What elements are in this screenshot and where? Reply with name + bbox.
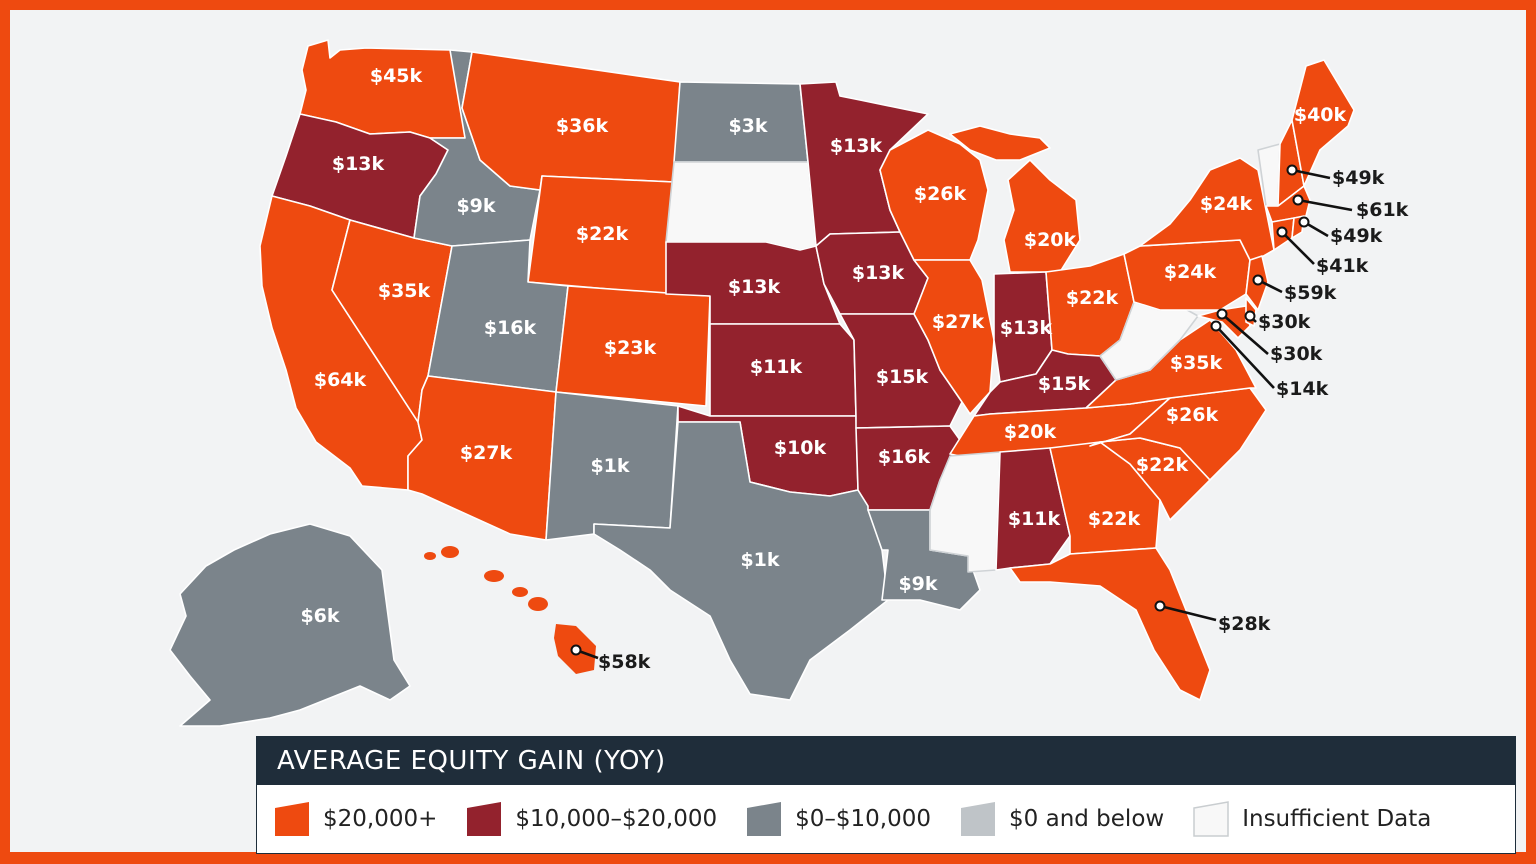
svg-text:$49k: $49k bbox=[1330, 225, 1383, 247]
state-nc[interactable] bbox=[1089, 387, 1267, 481]
legend-item-0-below: $0 and below bbox=[957, 800, 1164, 838]
label-wy: $22k bbox=[576, 223, 629, 245]
label-az: $27k bbox=[460, 442, 513, 464]
label-ak: $6k bbox=[300, 605, 339, 627]
state-co[interactable] bbox=[555, 285, 711, 407]
legend-items: $20,000+ $10,000–$20,000 $0–$10,000 $0 a… bbox=[257, 785, 1515, 853]
label-pa: $24k bbox=[1164, 261, 1217, 283]
label-tx: $1k bbox=[740, 549, 779, 571]
swatch-10k-20k bbox=[467, 802, 502, 836]
label-wa: $45k bbox=[370, 65, 423, 87]
label-nm: $1k bbox=[590, 455, 629, 477]
label-sc: $22k bbox=[1136, 454, 1189, 476]
callout-ma: $61k bbox=[1292, 194, 1409, 221]
label-oh: $22k bbox=[1066, 287, 1119, 309]
callout-ct: $41k bbox=[1276, 226, 1369, 277]
state-wi[interactable] bbox=[879, 129, 989, 261]
label-mn: $13k bbox=[830, 135, 883, 157]
state-sd[interactable] bbox=[665, 161, 817, 251]
legend: AVERAGE EQUITY GAIN (YOY) $20,000+ $10,0… bbox=[256, 736, 1516, 854]
label-ia: $13k bbox=[852, 262, 905, 284]
label-tn: $20k bbox=[1004, 421, 1057, 443]
label-ok: $10k bbox=[774, 437, 827, 459]
callout-hi: $58k bbox=[570, 644, 651, 673]
label-nc: $26k bbox=[1166, 404, 1219, 426]
label-ca: $64k bbox=[314, 369, 367, 391]
legend-item-insufficient: Insufficient Data bbox=[1190, 800, 1431, 838]
svg-text:$58k: $58k bbox=[598, 651, 651, 673]
svg-text:$59k: $59k bbox=[1284, 282, 1337, 304]
svg-text:$14k: $14k bbox=[1276, 378, 1329, 400]
state-mi-upper[interactable] bbox=[949, 125, 1051, 161]
label-mo: $15k bbox=[876, 366, 929, 388]
callout-dc: $14k bbox=[1210, 320, 1329, 400]
label-ny: $24k bbox=[1200, 193, 1253, 215]
label-nd: $3k bbox=[728, 115, 767, 137]
swatch-20k-plus bbox=[275, 802, 309, 836]
label-or: $13k bbox=[332, 153, 385, 175]
legend-item-0-10k: $0–$10,000 bbox=[743, 800, 931, 838]
label-ky: $15k bbox=[1038, 373, 1091, 395]
svg-text:$41k: $41k bbox=[1316, 255, 1369, 277]
svg-text:$28k: $28k bbox=[1218, 613, 1271, 635]
legend-item-10k-20k: $10,000–$20,000 bbox=[463, 800, 717, 838]
state-ne[interactable] bbox=[665, 241, 841, 325]
label-ne: $13k bbox=[728, 276, 781, 298]
label-me: $40k bbox=[1294, 104, 1347, 126]
legend-item-20k-plus: $20,000+ bbox=[271, 800, 437, 838]
swatch-insufficient bbox=[1193, 801, 1229, 837]
label-ga: $22k bbox=[1088, 508, 1141, 530]
label-nv: $35k bbox=[378, 280, 431, 302]
label-ks: $11k bbox=[750, 356, 803, 378]
state-mi[interactable] bbox=[1003, 159, 1081, 273]
callout-nh: $49k bbox=[1286, 164, 1385, 189]
label-mt: $36k bbox=[556, 115, 609, 137]
svg-text:$30k: $30k bbox=[1258, 311, 1311, 333]
state-hi[interactable] bbox=[424, 546, 596, 674]
label-in: $13k bbox=[1000, 317, 1053, 339]
callout-nj: $59k bbox=[1252, 274, 1337, 304]
label-la: $9k bbox=[898, 573, 937, 595]
label-wi: $26k bbox=[914, 183, 967, 205]
label-mi: $20k bbox=[1024, 229, 1077, 251]
label-va: $35k bbox=[1170, 352, 1223, 374]
us-map: $45k $13k $64k $35k $9k $36k $22k $16k $… bbox=[169, 39, 1409, 727]
svg-text:$49k: $49k bbox=[1332, 167, 1385, 189]
swatch-0-10k bbox=[747, 802, 782, 836]
map-frame: $45k $13k $64k $35k $9k $36k $22k $16k $… bbox=[10, 10, 1526, 854]
label-id: $9k bbox=[456, 195, 495, 217]
swatch-0-below bbox=[961, 802, 996, 836]
label-ar: $16k bbox=[878, 446, 931, 468]
state-ak[interactable] bbox=[169, 523, 411, 727]
svg-text:$30k: $30k bbox=[1270, 343, 1323, 365]
svg-text:$61k: $61k bbox=[1356, 199, 1409, 221]
callout-de: $30k bbox=[1244, 310, 1311, 333]
callout-fl: $28k bbox=[1154, 600, 1271, 635]
label-il: $27k bbox=[932, 311, 985, 333]
callout-md: $30k bbox=[1216, 308, 1323, 365]
label-al: $11k bbox=[1008, 508, 1061, 530]
state-fl[interactable] bbox=[1009, 547, 1211, 701]
state-il[interactable] bbox=[913, 259, 995, 415]
label-ut: $16k bbox=[484, 317, 537, 339]
state-ny[interactable] bbox=[1139, 157, 1275, 261]
legend-title: AVERAGE EQUITY GAIN (YOY) bbox=[257, 737, 1515, 785]
label-co: $23k bbox=[604, 337, 657, 359]
state-tx[interactable] bbox=[593, 421, 889, 701]
callout-ri: $49k bbox=[1298, 216, 1383, 247]
